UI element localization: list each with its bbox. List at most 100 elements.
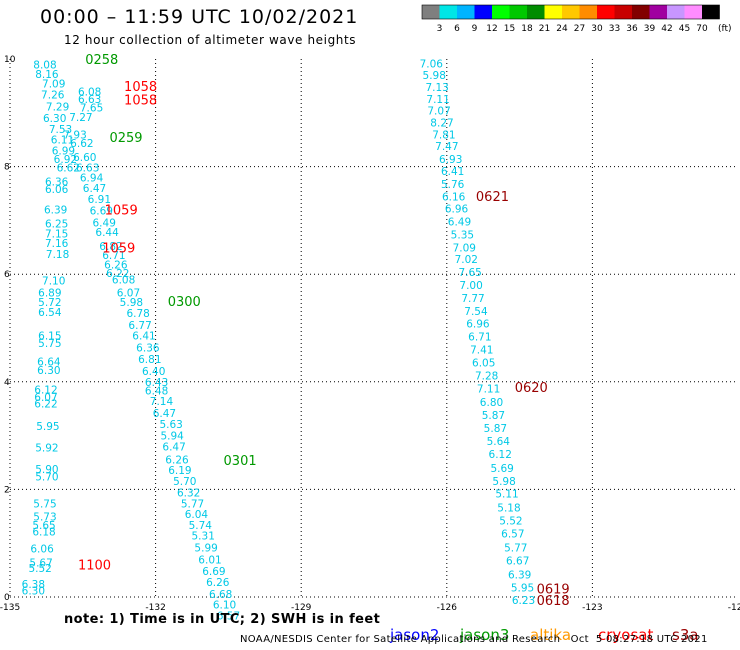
wave-height-value: 6.07 <box>34 392 57 404</box>
wave-height-value: 6.92 <box>54 154 77 166</box>
wave-height-value: 5.74 <box>189 520 213 532</box>
colorbar-swatch <box>457 5 475 19</box>
wave-height-value: 6.77 <box>128 320 151 332</box>
colorbar-swatch <box>509 5 527 19</box>
x-tick-label: -123 <box>582 603 602 613</box>
colorbar-swatch <box>667 5 685 19</box>
colorbar-swatch <box>684 5 702 19</box>
wave-height-value: 5.75 <box>33 498 56 510</box>
wave-height-value: 6.15 <box>38 331 61 343</box>
wave-height-value: 6.30 <box>43 113 66 125</box>
wave-height-value: 5.65 <box>32 520 55 532</box>
wave-height-value: 6.71 <box>468 332 491 344</box>
wave-height-value: 5.98 <box>492 476 515 488</box>
wave-height-value: 7.00 <box>459 280 482 292</box>
colorbar-tick-label: 12 <box>486 24 497 34</box>
colorbar-swatch <box>579 5 597 19</box>
wave-height-value: 6.36 <box>45 177 69 189</box>
colorbar-tick-label: 3 <box>437 24 443 34</box>
wave-height-value: 5.11 <box>495 489 518 501</box>
colorbar-swatch <box>422 5 440 19</box>
wave-height-value: 6.11 <box>51 135 74 147</box>
y-tick-label: 4 <box>4 378 10 388</box>
wave-height-value: 7.54 <box>464 306 488 318</box>
wave-height-value: 6.44 <box>95 227 119 239</box>
colorbar-swatch <box>597 5 615 19</box>
wave-height-value: 5.31 <box>192 531 215 543</box>
wave-height-value: 7.77 <box>461 293 484 305</box>
wave-height-value: 7.15 <box>45 228 68 240</box>
wave-height-value: 6.54 <box>38 307 62 319</box>
wave-height-value: 5.76 <box>441 179 465 191</box>
colorbar-swatch <box>527 5 545 19</box>
wave-height-value: 6.30 <box>22 586 45 598</box>
wave-height-value: 5.52 <box>28 563 51 575</box>
y-tick-label: 2 <box>4 485 10 495</box>
wave-height-value: 7.13 <box>425 82 448 94</box>
wave-height-value: 7.47 <box>435 141 458 153</box>
y-tick-label: 6 <box>4 270 10 280</box>
wave-height-value: 6.96 <box>445 204 469 216</box>
wave-height-value: 6.01 <box>198 554 221 566</box>
wave-height-value: 7.65 <box>458 267 481 279</box>
credit-line: NOAA/NESDIS Center for Satellite Applica… <box>240 634 708 645</box>
colorbar-tick-label: 30 <box>591 24 603 34</box>
wave-height-value: 5.99 <box>194 543 217 555</box>
wave-height-value: 7.53 <box>49 124 72 136</box>
colorbar-tick-label: 70 <box>696 24 708 34</box>
wave-height-value: 5.35 <box>451 229 474 241</box>
pass-time-label: 1100 <box>78 559 111 574</box>
pass-time-label: 0619 <box>537 582 570 597</box>
wave-height-value: 7.28 <box>475 370 498 382</box>
wave-height-value: 6.05 <box>472 357 495 369</box>
wave-height-value: 5.64 <box>487 436 511 448</box>
y-tick-label: 0 <box>4 593 10 603</box>
wave-height-value: 6.69 <box>90 206 113 218</box>
wave-height-value: 6.41 <box>441 166 464 178</box>
colorbar-tick-label: 27 <box>574 24 585 34</box>
wave-height-value: 7.41 <box>470 345 493 357</box>
wave-height-value: 7.11 <box>477 383 500 395</box>
pass-time-label: 0620 <box>515 381 548 396</box>
wave-height-value: 7.10 <box>42 276 65 288</box>
wave-height-value: 6.12 <box>489 449 512 461</box>
x-tick-label: -135 <box>0 603 20 613</box>
pass-time-label: 0258 <box>85 53 118 68</box>
pass-time-label: 1058 <box>124 80 157 95</box>
wave-height-value: 6.57 <box>217 610 240 620</box>
wave-height-value: 6.62 <box>70 138 93 150</box>
plot-subtitle: 12 hour collection of altimeter wave hei… <box>64 33 357 47</box>
x-tick-label: -129 <box>291 603 312 613</box>
wave-height-value: 6.47 <box>162 441 185 453</box>
colorbar-swatch <box>649 5 667 19</box>
wave-height-value: 5.63 <box>159 419 182 431</box>
wave-height-value: 7.18 <box>46 249 69 261</box>
colorbar-tick-label: 42 <box>661 24 672 34</box>
wave-height-value: 6.80 <box>480 397 503 409</box>
wave-height-value: 7.11 <box>426 94 449 106</box>
colorbar-swatch <box>474 5 492 19</box>
wave-height-value: 7.02 <box>455 254 478 266</box>
wave-height-value: 5.95 <box>511 582 534 594</box>
colorbar-tick-label: 33 <box>609 24 620 34</box>
footer-note: note: 1) Time is in UTC; 2) SWH is in fe… <box>64 612 381 627</box>
wave-height-value: 6.99 <box>52 145 75 157</box>
swh-colorbar: 3 6 9 12 15 18 21 24 27 30 33 36 39 42 45 70 (ft) <box>421 4 732 34</box>
wave-height-value: 5.70 <box>173 476 196 488</box>
wave-height-value: 6.39 <box>44 205 67 217</box>
wave-height-value: 5.95 <box>36 421 59 433</box>
wave-height-value: 5.52 <box>499 516 522 528</box>
colorbar-tick-label: 9 <box>472 24 478 34</box>
colorbar-tick-label: 39 <box>644 24 656 34</box>
wave-height-value: 6.04 <box>185 509 209 521</box>
wave-height-value: 6.49 <box>93 218 116 230</box>
wave-height-value: 6.67 <box>506 555 529 567</box>
colorbar-tick-label: 24 <box>556 24 568 34</box>
pass-time-label: 1059 <box>102 241 135 256</box>
wave-height-value: 6.26 <box>165 454 189 466</box>
plot-title: 00:00 – 11:59 UTC 10/02/2021 <box>40 6 359 28</box>
wave-height-value: 7.29 <box>46 101 69 113</box>
colorbar-swatch <box>544 5 562 19</box>
colorbar-swatch <box>632 5 650 19</box>
wave-height-value: 6.06 <box>45 184 69 196</box>
